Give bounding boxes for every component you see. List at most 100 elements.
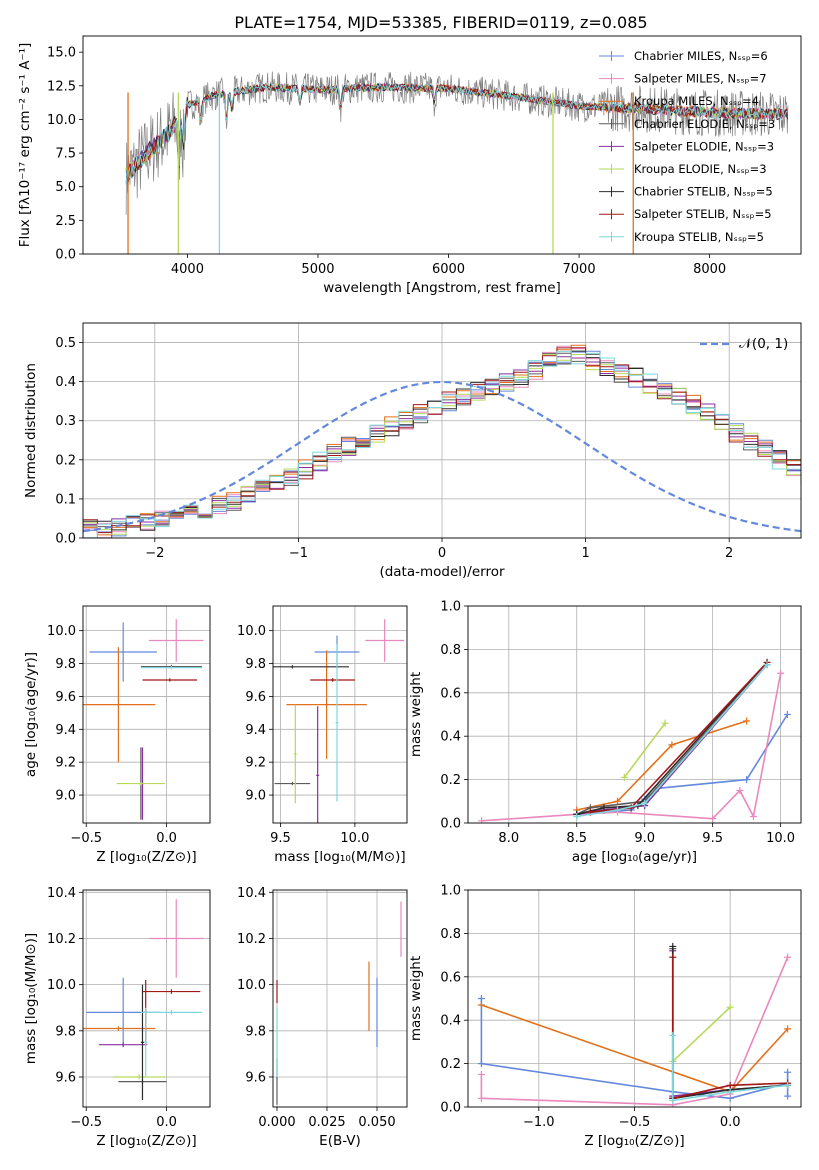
x-tick-label: 9.5 <box>270 831 291 846</box>
errorbar-point <box>365 619 405 662</box>
series-marker <box>669 1096 677 1104</box>
x-tick-label: 0.050 <box>358 1115 395 1130</box>
errorbar-point <box>310 678 355 682</box>
axes-frame <box>467 889 802 1108</box>
x-tick-label: 5000 <box>301 262 334 277</box>
series-marker <box>477 1001 485 1009</box>
errorbar-point <box>113 1074 165 1080</box>
errorbar-point <box>140 1010 202 1015</box>
errorbar-point <box>286 702 367 707</box>
panel-mass_vs_Z: −0.5 0.0 9.6 9.8 10.0 10.2 10.4 Z [log₁₀(Z/Z⊙)]… <box>23 886 211 1149</box>
series-marker <box>726 1088 734 1096</box>
series-marker <box>478 817 486 823</box>
series-marker <box>669 942 677 950</box>
y-axis-label: mass weight <box>408 956 424 1041</box>
y-tick-label: 0.2 <box>440 773 461 788</box>
y-tick-label: 1.0 <box>440 600 461 615</box>
x-axis-label: Z [log₁₀(Z/Z⊙)] <box>96 849 196 865</box>
y-tick-label: 0.0 <box>440 1101 461 1116</box>
chart-panels: 4000 5000 6000 7000 80000.02.55.07.510.012.5… <box>17 35 802 1149</box>
y-tick-label: 10.2 <box>237 932 266 947</box>
series-line <box>576 664 768 818</box>
y-tick-label: 9.8 <box>245 1024 266 1039</box>
histogram-step <box>83 347 801 538</box>
x-tick-label: 9.0 <box>634 831 655 846</box>
y-tick-label: 9.8 <box>245 657 266 672</box>
y-tick-label: 5.0 <box>55 180 76 195</box>
y-tick-label: 9.6 <box>245 690 266 705</box>
errorbar-point <box>116 781 165 786</box>
legend: 𝒩(0, 1) <box>700 336 788 352</box>
legend-label: Kroupa ELODIE, Nₛₛₚ=3 <box>634 162 767 176</box>
x-tick-label: 1 <box>581 546 589 561</box>
legend-label: Salpeter ELODIE, Nₛₛₚ=3 <box>634 139 774 153</box>
axes-frame <box>82 322 802 539</box>
series-marker <box>783 711 791 718</box>
x-tick-label: 6000 <box>432 262 465 277</box>
series-line <box>576 714 789 816</box>
y-tick-label: 10.4 <box>47 886 76 901</box>
errorbar-point <box>83 647 156 763</box>
errorbar-point <box>140 666 202 670</box>
model-spectrum-line <box>125 82 788 185</box>
x-tick-label: 8.0 <box>498 831 519 846</box>
series-marker <box>726 1081 734 1089</box>
y-tick-label: 9.4 <box>245 723 266 738</box>
y-tick-label: 9.6 <box>245 1070 266 1085</box>
plot-area <box>478 658 791 823</box>
series-marker <box>784 953 792 961</box>
series-marker <box>743 776 751 784</box>
plot-area <box>477 942 792 1107</box>
y-tick-label: 0.8 <box>440 643 461 658</box>
axes-frame <box>467 605 802 824</box>
y-tick-label: 2.5 <box>55 214 76 229</box>
series-line <box>576 720 747 811</box>
x-tick-label: 10.0 <box>340 831 369 846</box>
x-tick-label: −0.5 <box>70 831 102 846</box>
histogram-step <box>83 350 801 538</box>
series-marker <box>763 661 771 669</box>
x-tick-label: 4000 <box>171 262 204 277</box>
x-tick-label: 2 <box>725 546 733 561</box>
series-marker <box>620 773 628 781</box>
axes-frame <box>82 605 211 824</box>
series-line <box>623 722 666 778</box>
x-tick-label: −1 <box>289 546 308 561</box>
series-marker <box>477 1070 485 1078</box>
series-marker <box>726 1003 734 1011</box>
axes-frame <box>82 35 802 255</box>
legend-label: Chabrier ELODIE, Nₛₛₚ=3 <box>634 117 775 131</box>
errorbar-point <box>89 622 157 682</box>
x-tick-label: 0.000 <box>258 1115 295 1130</box>
panel-mass_weight_vs_age: 8.0 8.5 9.0 9.5 10.0 0.0 0.2 0.4 0.6 0.8 1.0 age [l… <box>408 600 802 865</box>
series-marker <box>477 995 485 1002</box>
series-marker <box>477 1060 485 1068</box>
x-tick-label: 10.0 <box>766 831 795 846</box>
x-tick-label: −1.0 <box>523 1115 555 1130</box>
errorbar-point <box>142 678 198 682</box>
errorbar-point <box>83 1026 156 1031</box>
x-tick-label: 8.5 <box>566 831 587 846</box>
series-marker <box>573 812 581 820</box>
y-tick-label: 9.8 <box>55 1024 76 1039</box>
x-tick-label: 0 <box>438 546 446 561</box>
x-tick-label: 0.025 <box>308 1115 345 1130</box>
errorbar-point <box>316 706 320 823</box>
y-tick-label: 0.2 <box>440 1057 461 1072</box>
y-tick-label: 1.0 <box>440 884 461 899</box>
errorbar-point <box>293 704 297 804</box>
x-axis-label: Z [log₁₀(Z/Z⊙)] <box>584 1133 684 1149</box>
panel-age_vs_mass: 9.5 10.0 9.0 9.2 9.4 9.6 9.8 10.0 mass [log₁₀(M/… <box>237 605 408 865</box>
x-axis-label: Z [log₁₀(Z/Z⊙)] <box>96 1133 196 1149</box>
errorbar-point <box>335 643 339 802</box>
x-tick-label: −0.5 <box>619 1115 651 1130</box>
y-tick-label: 10.0 <box>47 113 76 128</box>
y-axis-label: age [log₁₀(age/yr)] <box>23 652 39 777</box>
y-tick-label: 12.5 <box>47 79 76 94</box>
series-marker <box>749 812 757 820</box>
y-tick-label: 10.0 <box>47 624 76 639</box>
legend-label: Chabrier MILES, Nₛₛₚ=6 <box>634 49 768 63</box>
y-tick-label: 0.6 <box>440 686 461 701</box>
x-axis-label: E(B-V) <box>319 1133 361 1149</box>
